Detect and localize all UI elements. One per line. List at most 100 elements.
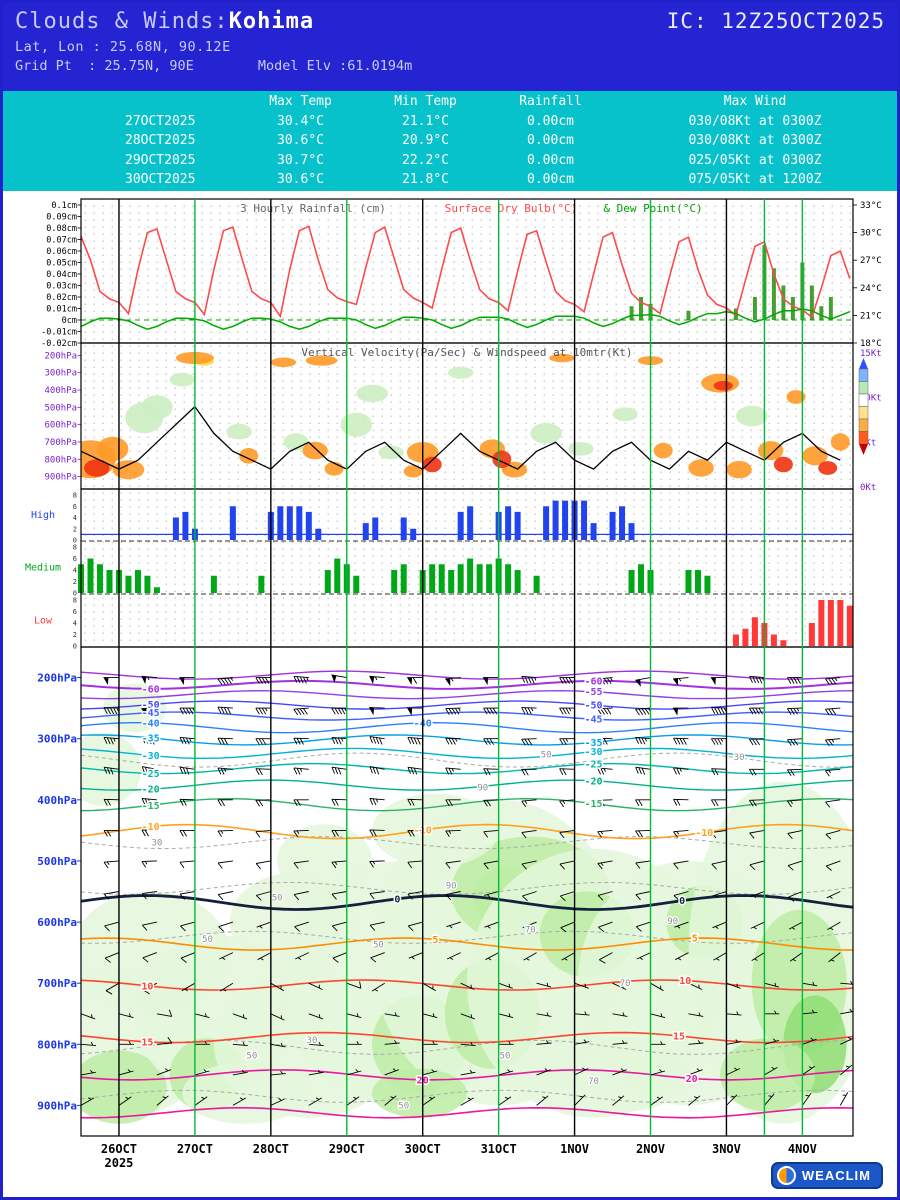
table-cell: 075/05Kt at 1200Z bbox=[688, 172, 822, 187]
svg-text:-20: -20 bbox=[585, 776, 603, 787]
meteogram-chart: 3 Hourly Rainfall (cm) Surface Dry Bulb(°… bbox=[25, 198, 882, 1170]
svg-text:500hPa: 500hPa bbox=[37, 855, 77, 868]
svg-text:10: 10 bbox=[141, 981, 153, 992]
svg-text:15: 15 bbox=[673, 1031, 685, 1042]
svg-text:600hPa: 600hPa bbox=[37, 916, 77, 929]
svg-text:-0.01cm: -0.01cm bbox=[41, 328, 77, 338]
svg-text:0Kt: 0Kt bbox=[860, 483, 876, 493]
svg-text:0.07cm: 0.07cm bbox=[46, 236, 77, 246]
table-cell: 030/08Kt at 0300Z bbox=[688, 133, 822, 148]
svg-text:-45: -45 bbox=[142, 708, 160, 719]
weaclim-logo: WEACLIM bbox=[770, 1162, 883, 1189]
svg-text:5: 5 bbox=[432, 935, 438, 946]
svg-text:Medium: Medium bbox=[25, 563, 61, 574]
weaclim-icon bbox=[776, 1166, 796, 1185]
svg-text:200hPa: 200hPa bbox=[44, 351, 77, 361]
init-condition: IC: 12Z25OCT2025 bbox=[666, 9, 885, 33]
svg-text:3 Hourly Rainfall (cm): 3 Hourly Rainfall (cm) bbox=[240, 202, 386, 215]
svg-text:0: 0 bbox=[73, 643, 77, 651]
svg-text:0cm: 0cm bbox=[62, 316, 77, 326]
table-row: 28OCT2025 30.6°C 20.9°C 0.00cm 030/08Kt … bbox=[3, 131, 897, 151]
svg-text:2025: 2025 bbox=[105, 1156, 134, 1170]
charts-area: 3 Hourly Rainfall (cm) Surface Dry Bulb(°… bbox=[3, 191, 897, 1197]
svg-text:0.04cm: 0.04cm bbox=[46, 270, 77, 280]
station-name: Kohima bbox=[228, 9, 315, 34]
model-elevation: Model Elv :61.0194m bbox=[257, 58, 413, 74]
svg-text:-60: -60 bbox=[585, 676, 603, 687]
svg-text:-10: -10 bbox=[695, 828, 713, 839]
svg-text:8: 8 bbox=[73, 492, 77, 500]
svg-text:0: 0 bbox=[73, 590, 77, 598]
svg-text:500hPa: 500hPa bbox=[44, 403, 77, 413]
svg-text:4: 4 bbox=[73, 567, 77, 575]
svg-text:600hPa: 600hPa bbox=[44, 421, 77, 431]
svg-text:-35: -35 bbox=[585, 738, 603, 749]
svg-text:27°C: 27°C bbox=[860, 256, 882, 266]
svg-text:8: 8 bbox=[73, 544, 77, 552]
svg-text:6: 6 bbox=[73, 608, 77, 616]
svg-text:900hPa: 900hPa bbox=[37, 1099, 77, 1112]
svg-text:0.08cm: 0.08cm bbox=[46, 224, 77, 234]
svg-text:10: 10 bbox=[679, 976, 691, 987]
column-header: Min Temp bbox=[394, 94, 457, 109]
svg-text:31OCT: 31OCT bbox=[481, 1142, 517, 1156]
svg-text:70: 70 bbox=[620, 979, 631, 989]
table-cell bbox=[3, 92, 238, 112]
svg-text:15: 15 bbox=[141, 1037, 153, 1048]
svg-text:50: 50 bbox=[272, 894, 283, 904]
svg-text:900hPa: 900hPa bbox=[44, 473, 77, 483]
table-cell: 30OCT2025 bbox=[125, 172, 196, 187]
svg-text:4: 4 bbox=[73, 514, 77, 522]
svg-text:2NOV: 2NOV bbox=[636, 1142, 665, 1156]
svg-text:30°C: 30°C bbox=[860, 229, 882, 239]
svg-text:21°C: 21°C bbox=[860, 311, 882, 321]
svg-text:-50: -50 bbox=[142, 700, 160, 711]
svg-text:2: 2 bbox=[73, 631, 77, 639]
lat-lon: Lat, Lon : 25.68N, 90.12E bbox=[15, 39, 231, 55]
svg-text:50: 50 bbox=[373, 941, 384, 951]
page-title: Clouds & Winds:Kohima bbox=[15, 9, 314, 34]
svg-text:-10: -10 bbox=[142, 822, 160, 833]
table-cell: 030/08Kt at 0300Z bbox=[688, 113, 822, 129]
table-cell: 0.00cm bbox=[527, 152, 574, 168]
table-cell: 30.6°C bbox=[277, 172, 324, 187]
svg-text:90: 90 bbox=[446, 881, 457, 891]
table-cell: 21.1°C bbox=[402, 113, 449, 129]
svg-text:800hPa: 800hPa bbox=[44, 455, 77, 465]
svg-text:6: 6 bbox=[73, 503, 77, 511]
svg-text:4NOV: 4NOV bbox=[788, 1142, 817, 1156]
svg-text:-55: -55 bbox=[585, 687, 603, 698]
svg-text:0.01cm: 0.01cm bbox=[46, 305, 77, 315]
svg-text:-20: -20 bbox=[142, 785, 160, 796]
svg-text:15Kt: 15Kt bbox=[860, 349, 882, 359]
svg-text:30: 30 bbox=[307, 1036, 318, 1046]
svg-text:50: 50 bbox=[398, 1101, 409, 1111]
svg-text:1NOV: 1NOV bbox=[560, 1142, 589, 1156]
svg-text:Vertical Velocity(Pa/Sec) & Wi: Vertical Velocity(Pa/Sec) & Windspeed at… bbox=[301, 346, 632, 359]
svg-text:0: 0 bbox=[73, 537, 77, 545]
svg-text:18°C: 18°C bbox=[860, 339, 882, 349]
svg-text:50: 50 bbox=[202, 935, 213, 945]
svg-text:0.05cm: 0.05cm bbox=[46, 259, 77, 269]
svg-text:8: 8 bbox=[73, 597, 77, 605]
svg-text:300hPa: 300hPa bbox=[37, 733, 77, 746]
svg-text:29OCT: 29OCT bbox=[329, 1142, 365, 1156]
svg-text:-35: -35 bbox=[142, 733, 160, 744]
svg-text:Low: Low bbox=[34, 616, 53, 627]
header: Clouds & Winds:Kohima IC: 12Z25OCT2025 L… bbox=[3, 3, 897, 91]
svg-text:30OCT: 30OCT bbox=[405, 1142, 441, 1156]
table-cell: 30.7°C bbox=[277, 152, 324, 168]
table-cell: 0.00cm bbox=[527, 133, 574, 148]
svg-text:70: 70 bbox=[588, 1077, 599, 1087]
svg-text:0: 0 bbox=[679, 896, 685, 907]
svg-text:3NOV: 3NOV bbox=[712, 1142, 741, 1156]
svg-text:-15: -15 bbox=[142, 801, 160, 812]
svg-text:-0.02cm: -0.02cm bbox=[41, 339, 77, 349]
grid-point: Grid Pt : 25.75N, 90E bbox=[15, 58, 194, 74]
svg-text:5: 5 bbox=[692, 934, 698, 945]
svg-text:70: 70 bbox=[525, 925, 536, 935]
forecast-summary-table: Max Temp Min Temp Rainfall Max Wind 27OC… bbox=[3, 91, 897, 191]
svg-text:10Kt: 10Kt bbox=[860, 394, 882, 404]
svg-text:27OCT: 27OCT bbox=[177, 1142, 213, 1156]
